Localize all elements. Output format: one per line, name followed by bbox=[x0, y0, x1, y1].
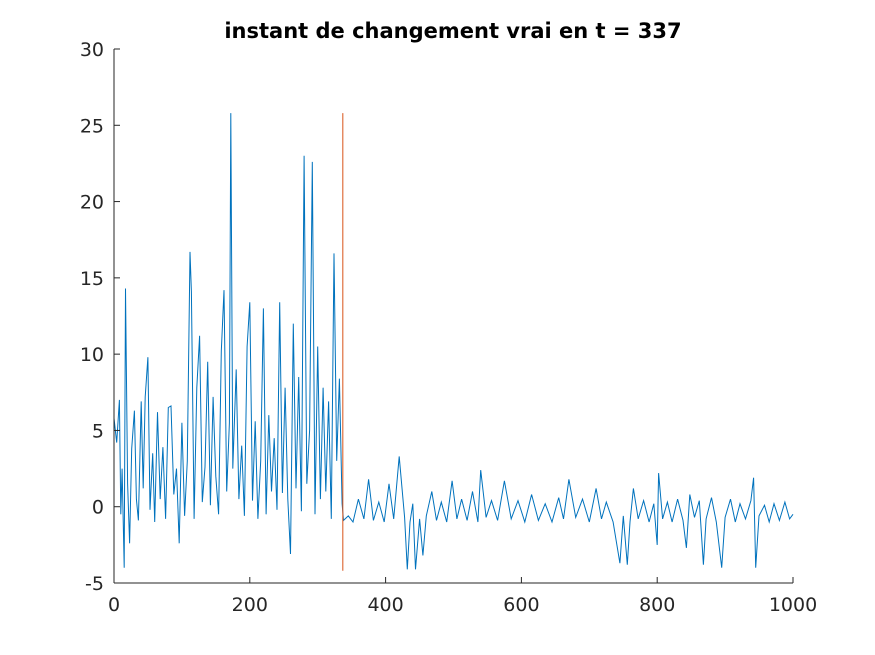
y-tick-label: 10 bbox=[80, 344, 104, 366]
x-tick-label: 1000 bbox=[769, 594, 817, 616]
y-ticks: -5 0 5 10 15 20 25 30 bbox=[80, 39, 120, 595]
y-tick-label: -5 bbox=[85, 573, 104, 595]
y-tick-label: 15 bbox=[80, 268, 104, 290]
x-tick-label: 600 bbox=[503, 594, 539, 616]
y-tick-label: 20 bbox=[80, 192, 104, 214]
y-tick-label: 25 bbox=[80, 115, 104, 137]
y-tick-label: 0 bbox=[92, 497, 104, 519]
y-tick-label: 30 bbox=[80, 39, 104, 61]
x-tick-label: 0 bbox=[108, 594, 120, 616]
chart-title: instant de changement vrai en t = 337 bbox=[224, 19, 681, 43]
plot-area bbox=[113, 113, 794, 571]
x-tick-label: 400 bbox=[367, 594, 403, 616]
x-tick-label: 200 bbox=[232, 594, 268, 616]
axes bbox=[113, 49, 793, 584]
series-line bbox=[113, 113, 794, 570]
x-tick-label: 800 bbox=[639, 594, 675, 616]
x-ticks: 0 200 400 600 800 1000 bbox=[108, 577, 817, 616]
y-tick-label: 5 bbox=[92, 420, 104, 442]
